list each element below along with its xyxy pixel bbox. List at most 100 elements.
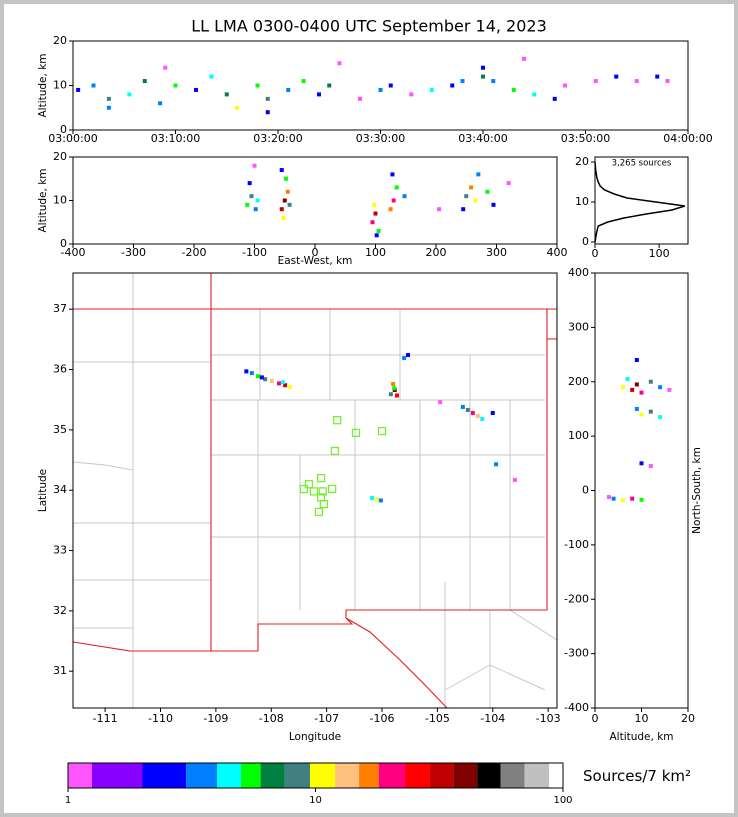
source-point [76, 87, 81, 92]
source-point [475, 413, 480, 418]
x-tick-label: 0 [592, 247, 599, 260]
source-point [252, 163, 257, 168]
source-point [282, 198, 287, 203]
source-point [460, 404, 465, 409]
annotation: 3,265 sources [612, 159, 672, 169]
source-point [285, 189, 290, 194]
source-point [464, 194, 469, 199]
source-point [392, 386, 397, 391]
source-point [209, 74, 214, 79]
x-tick-label: 03:50:00 [561, 132, 610, 145]
source-point [373, 211, 378, 216]
source-point [224, 92, 229, 97]
source-point [409, 92, 414, 97]
source-point [288, 385, 293, 390]
source-point [255, 83, 260, 88]
y-tick-label: 36 [53, 363, 67, 376]
source-point [245, 202, 250, 207]
source-point [665, 79, 670, 84]
x-tick-label: 03:20:00 [253, 132, 302, 145]
colorbar-cell [309, 763, 336, 788]
colorbar-cell [405, 763, 430, 788]
y-tick-label: -400 [564, 701, 589, 714]
source-point [406, 353, 411, 358]
station-marker [304, 480, 314, 489]
colorbar-label: Sources/7 km² [583, 767, 691, 785]
source-point [247, 181, 252, 186]
source-point [593, 79, 598, 84]
station-marker [309, 487, 319, 496]
y-tick-label: 200 [568, 375, 589, 388]
source-point [106, 96, 111, 101]
y-tick-label: 33 [53, 544, 67, 557]
colorbar-cell [429, 763, 454, 788]
source-point [249, 371, 254, 376]
source-point [376, 228, 381, 233]
source-point [511, 87, 516, 92]
source-point [469, 185, 474, 190]
source-point [358, 96, 362, 101]
y-tick-label: 20 [575, 155, 589, 168]
x-tick-label: -200 [182, 246, 207, 259]
source-point [402, 194, 407, 199]
colorbar-cell [142, 763, 187, 788]
source-point [390, 172, 395, 177]
x-tick-label: 10 [309, 795, 322, 806]
source-point [394, 185, 399, 190]
x-tick-label: -300 [121, 246, 146, 259]
station-marker [330, 446, 340, 456]
source-point [283, 383, 288, 388]
station-marker [333, 416, 342, 425]
source-point [438, 400, 443, 405]
y-tick-label: 400 [568, 266, 589, 279]
source-point [301, 79, 306, 84]
y-tick-label: 100 [568, 429, 589, 442]
y-axis-label: Latitude [37, 469, 49, 512]
source-point [620, 498, 625, 503]
source-point [91, 83, 96, 88]
source-point [460, 79, 465, 84]
source-point [378, 498, 383, 503]
chart-title: LL LMA 0300-0400 UTC September 14, 2023 [191, 17, 547, 36]
y-tick-label: 34 [53, 483, 67, 496]
x-tick-label: 400 [547, 246, 568, 259]
source-point [388, 392, 393, 397]
y-tick-label: 0 [60, 123, 67, 136]
colorbar-cell [335, 763, 360, 788]
x-tick-label: -105 [425, 712, 450, 725]
source-point [244, 369, 249, 374]
source-point [491, 79, 496, 84]
source-point [283, 176, 288, 181]
x-tick-label: 100 [365, 246, 386, 259]
y-tick-label: 35 [53, 423, 67, 436]
x-tick-label: 03:30:00 [356, 132, 405, 145]
source-point [142, 79, 147, 84]
source-point [506, 181, 511, 186]
source-point [265, 110, 270, 115]
station-marker [299, 484, 309, 494]
source-point [634, 382, 639, 387]
x-tick-label: -107 [314, 712, 339, 725]
source-point [127, 92, 132, 97]
y-tick-label: 0 [582, 484, 589, 497]
x-tick-label: 0 [312, 246, 319, 259]
source-point [461, 207, 466, 212]
x-tick-label: 300 [486, 246, 507, 259]
source-point [106, 105, 111, 110]
x-tick-label: 10 [635, 712, 649, 725]
y-tick-label: 20 [53, 150, 67, 163]
y-tick-label: 37 [53, 302, 67, 315]
x-tick-label: -104 [480, 712, 505, 725]
source-point [391, 382, 396, 387]
source-point [277, 381, 282, 386]
colorbar-cell [453, 763, 478, 788]
x-tick-label: -110 [148, 712, 173, 725]
x-tick-label: -108 [259, 712, 284, 725]
y-axis-label: Altitude, km [37, 168, 49, 232]
y-tick-label: 32 [53, 604, 67, 617]
station-marker [319, 499, 329, 509]
x-tick-label: 100 [649, 247, 670, 260]
source-point [402, 356, 407, 361]
colorbar-cell [217, 763, 241, 788]
